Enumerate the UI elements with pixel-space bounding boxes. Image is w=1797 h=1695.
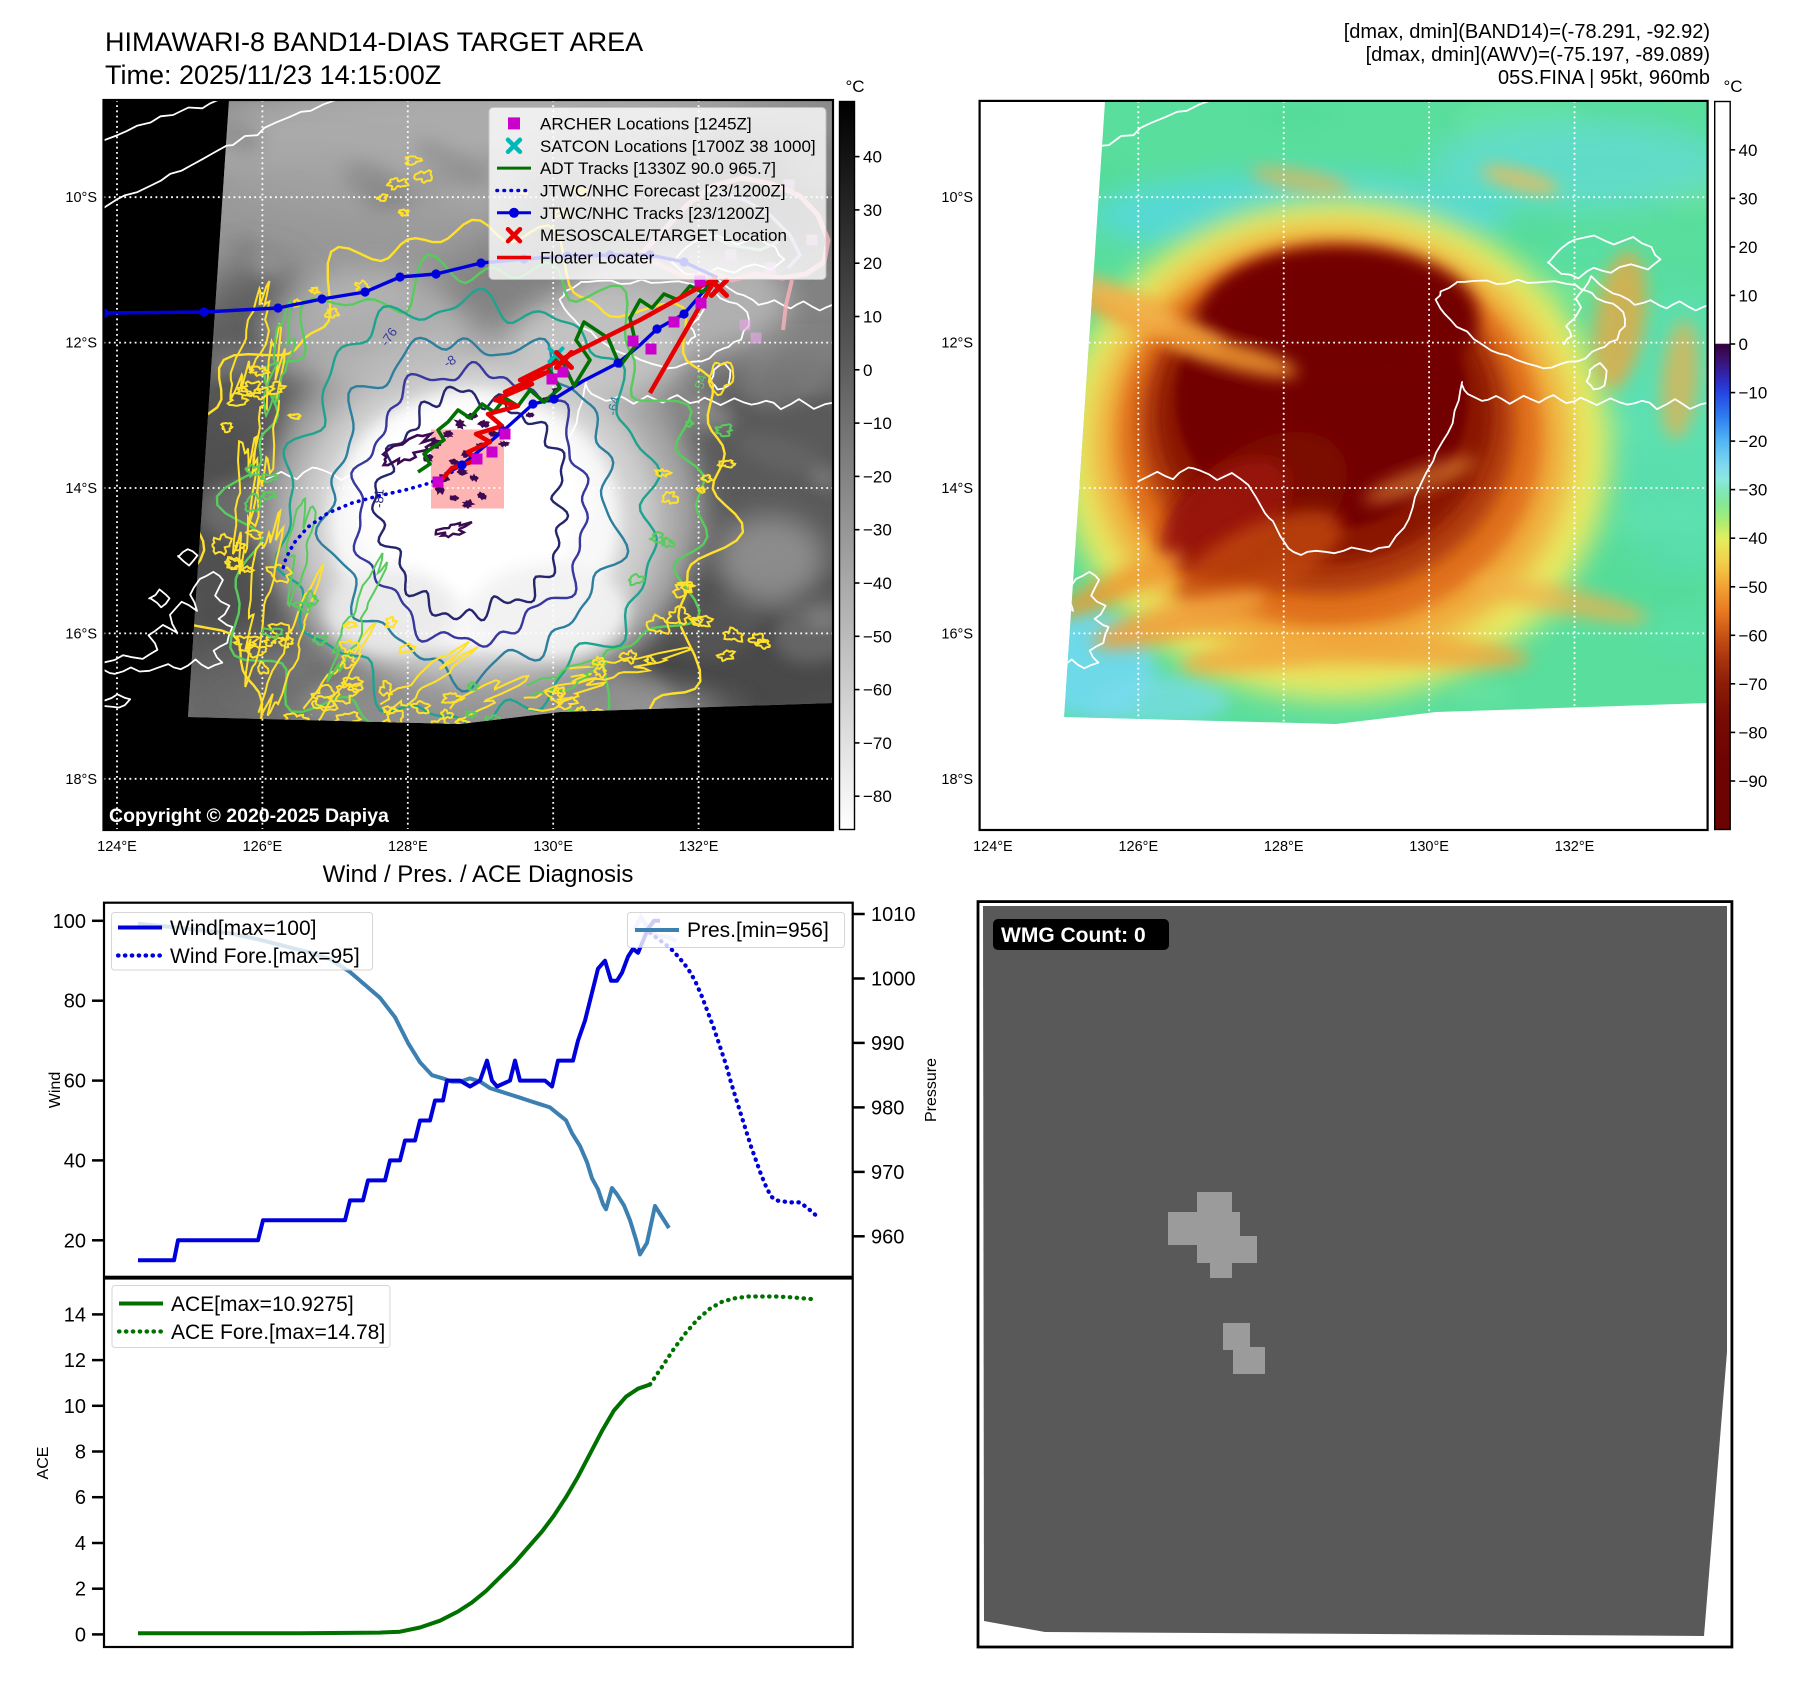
svg-text:132°E: 132°E (679, 839, 719, 855)
svg-text:0: 0 (1739, 335, 1748, 354)
svg-text:−70: −70 (1739, 675, 1768, 694)
svg-text:10: 10 (1739, 286, 1758, 305)
svg-text:−10: −10 (863, 414, 892, 433)
svg-text:JTWC/NHC Tracks [23/1200Z]: JTWC/NHC Tracks [23/1200Z] (540, 204, 770, 223)
svg-text:Wind[max=100]: Wind[max=100] (170, 917, 317, 940)
svg-text:−50: −50 (863, 627, 892, 646)
svg-text:20: 20 (64, 1230, 86, 1252)
svg-text:−90: −90 (1739, 772, 1768, 791)
svg-text:−60: −60 (1739, 626, 1768, 645)
svg-text:1000: 1000 (871, 969, 916, 991)
svg-text:−80: −80 (863, 787, 892, 806)
svg-text:°C: °C (1723, 77, 1742, 96)
svg-text:40: 40 (64, 1150, 86, 1172)
svg-text:8: 8 (75, 1442, 86, 1464)
svg-text:HIMAWARI-8 BAND14-DIAS TARGET: HIMAWARI-8 BAND14-DIAS TARGET AREA (105, 27, 643, 57)
svg-text:30: 30 (863, 201, 882, 220)
svg-text:05S.FINA | 95kt, 960mb: 05S.FINA | 95kt, 960mb (1498, 67, 1710, 89)
svg-text:2: 2 (75, 1579, 86, 1601)
svg-text:12°S: 12°S (65, 336, 97, 352)
svg-text:12°S: 12°S (941, 336, 973, 352)
svg-text:−80: −80 (1739, 723, 1768, 742)
svg-text:−50: −50 (1739, 578, 1768, 597)
svg-text:JTWC/NHC Forecast [23/1200Z]: JTWC/NHC Forecast [23/1200Z] (540, 182, 786, 201)
svg-text:130°E: 130°E (533, 839, 573, 855)
svg-text:40: 40 (1739, 141, 1758, 160)
svg-text:Wind Fore.[max=95]: Wind Fore.[max=95] (170, 945, 360, 968)
svg-text:40: 40 (863, 148, 882, 167)
svg-text:°C: °C (845, 77, 864, 96)
svg-text:−10: −10 (1739, 384, 1768, 403)
svg-text:1010: 1010 (871, 904, 916, 926)
svg-text:126°E: 126°E (1118, 839, 1158, 855)
svg-text:Wind: Wind (47, 1072, 64, 1108)
svg-text:990: 990 (871, 1033, 904, 1055)
svg-text:14°S: 14°S (941, 481, 973, 497)
svg-text:14: 14 (64, 1304, 86, 1326)
svg-text:12: 12 (64, 1350, 86, 1372)
svg-text:Wind / Pres. / ACE Diagnosis: Wind / Pres. / ACE Diagnosis (323, 861, 634, 888)
svg-text:-64: -64 (604, 395, 623, 417)
svg-text:20: 20 (1739, 238, 1758, 257)
svg-text:−40: −40 (863, 574, 892, 593)
svg-text:30: 30 (1739, 189, 1758, 208)
svg-text:80: 80 (64, 991, 86, 1013)
svg-text:-54: -54 (690, 373, 709, 395)
svg-text:−60: −60 (863, 681, 892, 700)
svg-text:100: 100 (53, 911, 86, 933)
svg-text:Copyright © 2020-2025 Dapiya: Copyright © 2020-2025 Dapiya (109, 805, 389, 827)
svg-text:130°E: 130°E (1409, 839, 1449, 855)
svg-text:18°S: 18°S (941, 772, 973, 788)
svg-text:14°S: 14°S (65, 481, 97, 497)
svg-text:16°S: 16°S (65, 626, 97, 642)
svg-text:960: 960 (871, 1226, 904, 1248)
svg-text:Pres.[min=956]: Pres.[min=956] (687, 919, 829, 942)
svg-text:10°S: 10°S (65, 190, 97, 206)
svg-text:−30: −30 (863, 521, 892, 540)
svg-text:60: 60 (64, 1071, 86, 1093)
svg-text:128°E: 128°E (388, 839, 428, 855)
svg-text:980: 980 (871, 1097, 904, 1119)
svg-text:[dmax, dmin](BAND14)=(-78.291,: [dmax, dmin](BAND14)=(-78.291, -92.92) (1344, 21, 1710, 43)
svg-text:Time: 2025/11/23 14:15:00Z: Time: 2025/11/23 14:15:00Z (105, 60, 441, 90)
svg-text:124°E: 124°E (973, 839, 1013, 855)
svg-text:126°E: 126°E (243, 839, 283, 855)
svg-text:−30: −30 (1739, 481, 1768, 500)
svg-text:4: 4 (75, 1533, 86, 1555)
svg-text:16°S: 16°S (941, 626, 973, 642)
svg-text:-81: -81 (371, 489, 387, 508)
svg-text:ADT Tracks [1330Z 90.0 965.7]: ADT Tracks [1330Z 90.0 965.7] (540, 159, 776, 178)
svg-text:Pressure: Pressure (923, 1058, 940, 1122)
svg-text:−20: −20 (1739, 432, 1768, 451)
svg-text:970: 970 (871, 1162, 904, 1184)
svg-text:10: 10 (863, 308, 882, 327)
svg-text:ARCHER Locations [1245Z]: ARCHER Locations [1245Z] (540, 114, 752, 133)
svg-text:−40: −40 (1739, 529, 1768, 548)
svg-text:0: 0 (75, 1624, 86, 1646)
svg-text:Floater Locater: Floater Locater (540, 249, 655, 268)
svg-text:6: 6 (75, 1487, 86, 1509)
svg-text:132°E: 132°E (1555, 839, 1595, 855)
svg-text:10: 10 (64, 1396, 86, 1418)
svg-text:SATCON Locations [1700Z 38 100: SATCON Locations [1700Z 38 1000] (540, 137, 816, 156)
svg-text:0: 0 (863, 361, 872, 380)
svg-text:WMG Count: 0: WMG Count: 0 (1001, 924, 1146, 947)
svg-text:−20: −20 (863, 467, 892, 486)
svg-text:ACE: ACE (35, 1447, 52, 1480)
svg-text:MESOSCALE/TARGET Location: MESOSCALE/TARGET Location (540, 226, 787, 245)
svg-text:[dmax, dmin](AWV)=(-75.197, -8: [dmax, dmin](AWV)=(-75.197, -89.089) (1366, 44, 1710, 66)
svg-text:−70: −70 (863, 734, 892, 753)
svg-text:10°S: 10°S (941, 190, 973, 206)
svg-text:20: 20 (863, 254, 882, 273)
svg-text:124°E: 124°E (97, 839, 137, 855)
svg-text:128°E: 128°E (1264, 839, 1304, 855)
svg-text:18°S: 18°S (65, 772, 97, 788)
svg-text:ACE[max=10.9275]: ACE[max=10.9275] (171, 1293, 354, 1316)
svg-text:ACE Fore.[max=14.78]: ACE Fore.[max=14.78] (171, 1321, 385, 1344)
